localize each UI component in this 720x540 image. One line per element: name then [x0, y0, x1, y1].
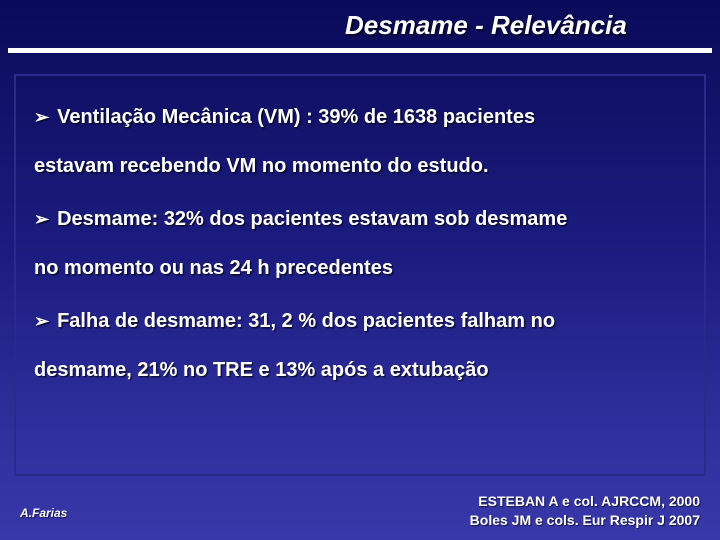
bullet-lead: Desmame: 32% dos pacientes estavam sob d…	[57, 206, 567, 233]
title-bar: Desmame - Relevância	[0, 10, 720, 41]
bullet-item: ➢ Falha de desmame: 31, 2 % dos paciente…	[34, 308, 686, 335]
title-underline	[8, 48, 712, 53]
chevron-right-icon: ➢	[34, 104, 49, 131]
chevron-right-icon: ➢	[34, 206, 49, 233]
citation-line: Boles JM e cols. Eur Respir J 2007	[470, 511, 700, 530]
citation-line: ESTEBAN A e col. AJRCCM, 2000	[470, 492, 700, 511]
bullet-item: ➢ Desmame: 32% dos pacientes estavam sob…	[34, 206, 686, 233]
bullet-item: ➢ Ventilação Mecânica (VM) : 39% de 1638…	[34, 104, 686, 131]
bullet-cont: no momento ou nas 24 h precedentes	[34, 255, 686, 282]
footer-author: A.Farias	[20, 506, 67, 520]
chevron-right-icon: ➢	[34, 308, 49, 335]
content-box: ➢ Ventilação Mecânica (VM) : 39% de 1638…	[14, 74, 706, 476]
bullet-cont: estavam recebendo VM no momento do estud…	[34, 153, 686, 180]
page-title: Desmame - Relevância	[345, 10, 627, 40]
footer-citation: ESTEBAN A e col. AJRCCM, 2000 Boles JM e…	[470, 492, 700, 530]
bullet-cont: desmame, 21% no TRE e 13% após a extubaç…	[34, 357, 686, 384]
bullet-lead: Falha de desmame: 31, 2 % dos pacientes …	[57, 308, 555, 335]
bullet-lead: Ventilação Mecânica (VM) : 39% de 1638 p…	[57, 104, 535, 131]
